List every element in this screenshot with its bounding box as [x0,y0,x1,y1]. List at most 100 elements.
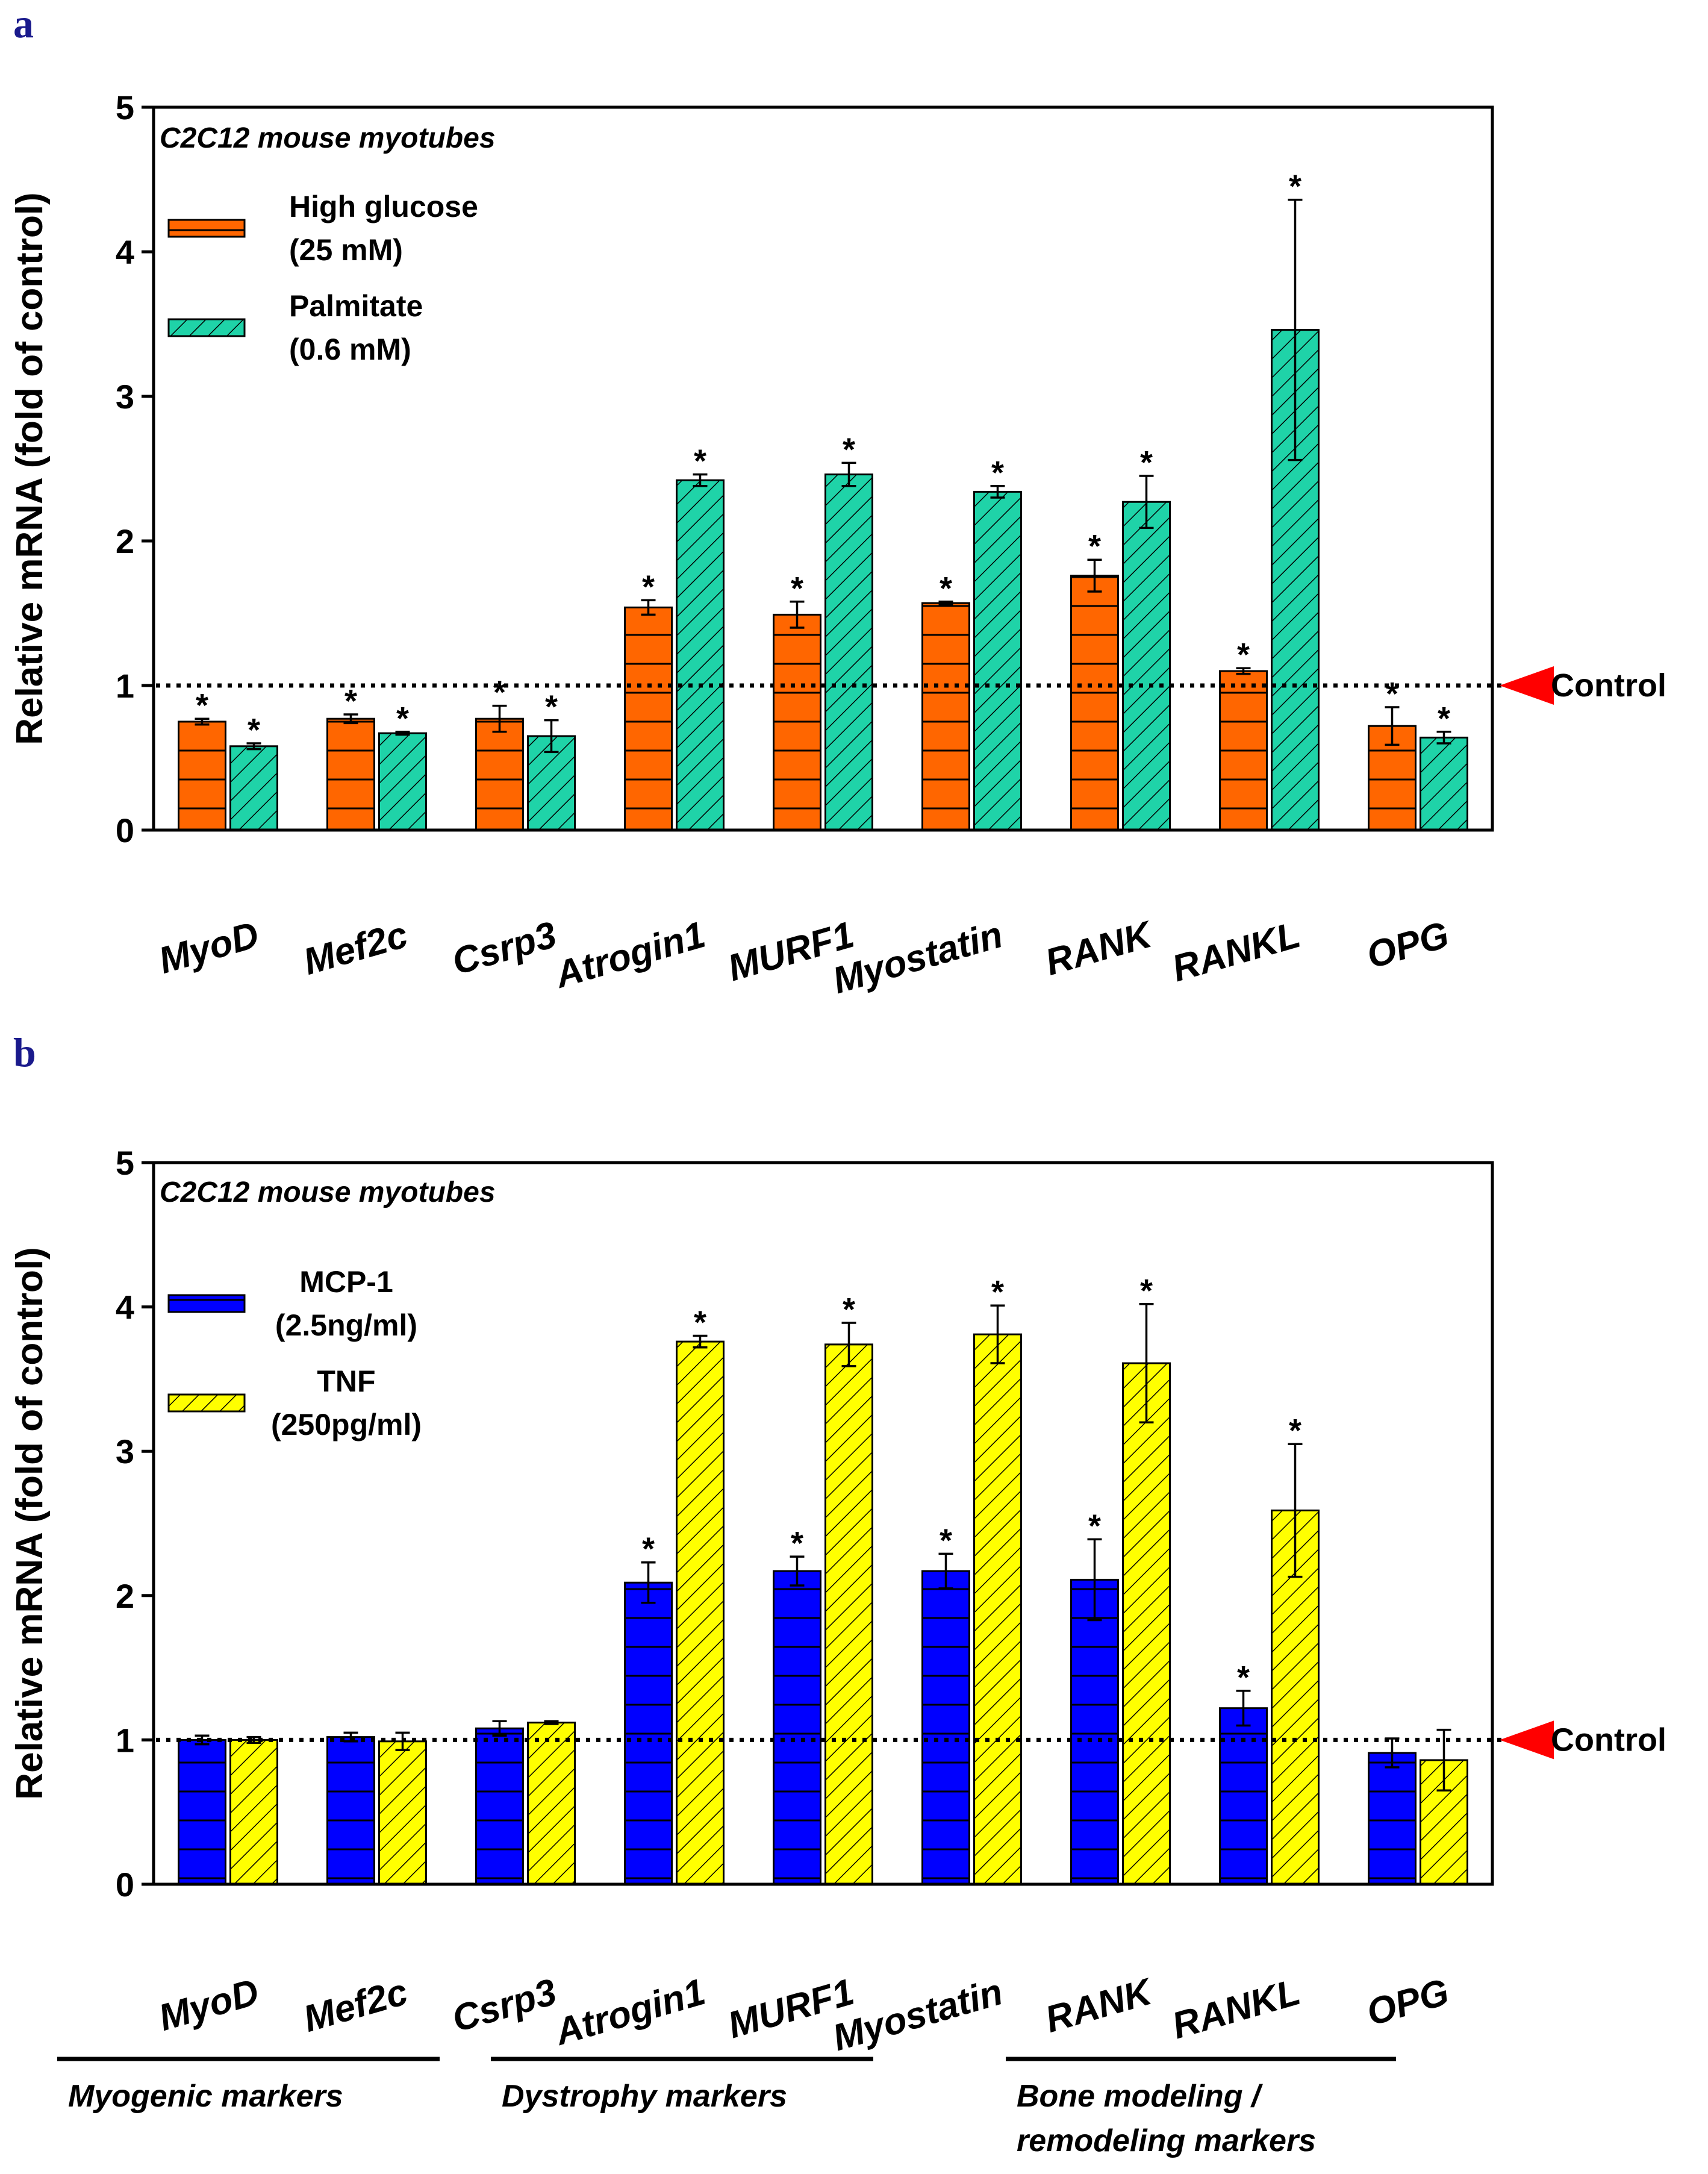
bar-OPG-s1 [1368,1752,1417,1885]
significance-star: * [843,431,855,467]
y-tick-label: 3 [116,1432,134,1470]
bar-MyoD-s1 [178,720,226,831]
bar-RANK-s2 [1122,1362,1171,1885]
significance-star: * [248,712,260,748]
category-label-Csrp3: Csrp3 [447,914,561,983]
significance-star: * [940,570,952,607]
y-tick-label: 0 [116,811,134,849]
bar-Myostatin-s2 [973,490,1022,831]
category-label-MyoD: MyoD [154,914,263,982]
category-label-Myostatin: Myostatin [828,1971,1007,2059]
significance-star: * [940,1522,952,1558]
bar-RANKL-s1 [1219,1707,1268,1885]
category-label-RANK: RANK [1041,1970,1158,2041]
legend-label: (250pg/ml) [271,1408,422,1442]
control-label: Control [1551,667,1666,704]
y-tick-label: 5 [116,1144,134,1182]
significance-star: * [843,1292,855,1328]
bar-Atrogin1-s1 [624,606,673,831]
panel-a: a Relative mRNA (fold of control) 0 1 2 3 4 5 * *… [9,1,1666,1002]
category-label-Myostatin: Myostatin [828,914,1007,1002]
significance-star: * [545,689,558,725]
y-axis-title: Relative mRNA (fold of control) [9,1247,51,1799]
category-label-Csrp3: Csrp3 [447,1971,561,2040]
significance-star: * [1237,637,1250,673]
legend-label: (0.6 mM) [289,333,411,366]
control-arrow-icon [1500,666,1554,705]
bar-MURF1-s1 [773,1570,821,1885]
category-label-RANKL: RANKL [1168,1971,1305,2047]
bar-Atrogin1-s1 [624,1581,673,1885]
category-label-Atrogin1: Atrogin1 [549,914,709,996]
legend-label: Palmitate [289,289,423,323]
group-label: remodeling markers [1017,2123,1316,2158]
significance-star: * [396,701,409,737]
y-axis-title: Relative mRNA (fold of control) [9,192,51,745]
significance-star: * [1088,1508,1101,1544]
significance-star: * [1237,1660,1250,1696]
bar-MyoD-s2 [229,745,278,831]
category-label-Mef2c: Mef2c [299,1971,412,2040]
significance-star: * [694,443,706,479]
y-tick-label: 1 [116,667,134,705]
bar-MyoD-s2 [229,1738,278,1885]
significance-star: * [493,675,506,711]
significance-star: * [1386,676,1398,712]
bar-Csrp3-s1 [475,717,524,831]
significance-star: * [791,1525,803,1561]
bar-MURF1-s1 [773,613,821,831]
bar-Atrogin1-s2 [676,1340,725,1885]
y-tick-label: 2 [116,522,134,560]
significance-star: * [694,1305,706,1341]
y-tick-label: 4 [116,1288,134,1326]
y-tick-label: 2 [116,1577,134,1615]
category-label-RANK: RANK [1041,913,1158,984]
plot-frame [152,1161,1494,1886]
bar-Mef2c-s1 [326,717,375,831]
bar-RANK-s1 [1070,575,1119,831]
y-tick-label: 0 [116,1866,134,1904]
category-label-RANKL: RANKL [1168,914,1305,990]
panel-b: b Relative mRNA (fold of control) 0 1 2 3 4 5 My… [9,1029,1666,2158]
bar-Mef2c-s2 [378,1740,427,1885]
legend-label: (2.5ng/ml) [275,1308,417,1342]
inset-title: C2C12 mouse myotubes [160,1176,496,1208]
significance-star: * [642,569,655,605]
legend-swatch-s2 [167,1393,246,1413]
category-label-Atrogin1: Atrogin1 [549,1971,709,2054]
legend-label: High glucose [289,190,478,223]
bar-MURF1-s2 [824,1343,873,1885]
bar-RANK-s2 [1122,501,1171,831]
significance-star: * [991,1274,1004,1310]
legend-swatch-s1 [167,219,246,238]
panel-letter: b [13,1029,36,1075]
significance-star: * [1140,1273,1153,1309]
legend-label: (25 mM) [289,233,403,267]
significance-star: * [1088,528,1101,564]
bar-Csrp3-s1 [475,1727,524,1885]
bar-Myostatin-s1 [921,1570,970,1885]
significance-star: * [1438,701,1450,737]
significance-star: * [1140,445,1153,481]
category-label-OPG: OPG [1362,914,1453,976]
bar-Csrp3-s2 [527,1722,576,1885]
significance-star: * [991,455,1004,491]
significance-star: * [196,687,208,723]
y-tick-label: 4 [116,233,134,271]
plot-frame [152,105,1494,832]
significance-star: * [1289,1413,1301,1449]
bar-MURF1-s2 [824,473,873,831]
legend-swatch-s2 [167,318,246,337]
bar-Mef2c-s1 [326,1736,375,1885]
control-label: Control [1551,1722,1666,1758]
legend-label: MCP-1 [299,1265,393,1299]
category-label-Mef2c: Mef2c [299,914,412,983]
inset-title: C2C12 mouse myotubes [160,122,496,154]
control-arrow-icon [1500,1720,1554,1760]
bar-Myostatin-s2 [973,1333,1022,1885]
bar-MyoD-s1 [178,1738,226,1885]
y-tick-label: 1 [116,1721,134,1759]
significance-star: * [344,683,357,719]
significance-star: * [791,570,803,607]
